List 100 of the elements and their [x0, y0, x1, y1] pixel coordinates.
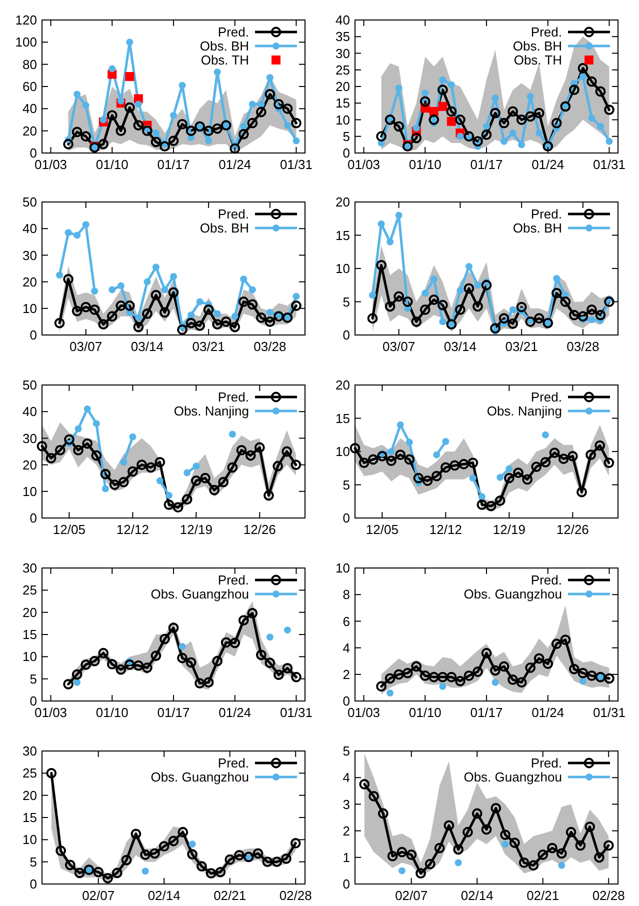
point: [264, 490, 274, 501]
y-tick-label: 30: [22, 560, 37, 576]
point: [553, 274, 560, 282]
point: [549, 448, 560, 458]
x-tick-label: 01/03: [347, 157, 380, 172]
point: [240, 276, 248, 283]
point: [133, 660, 144, 671]
point: [455, 114, 466, 125]
point: [516, 302, 527, 312]
point: [509, 130, 516, 137]
point: [439, 682, 446, 690]
point: [525, 111, 536, 122]
point: [450, 460, 460, 471]
point: [165, 492, 172, 499]
y-tick-label: 0: [30, 876, 37, 892]
y-tick-label: 15: [336, 228, 350, 243]
point: [194, 678, 205, 688]
point: [89, 304, 100, 315]
y-tick-label: 40: [336, 12, 350, 28]
legend-entry: Pred.: [530, 24, 610, 40]
point: [368, 791, 379, 802]
legend-label: Obs. TH: [514, 52, 562, 68]
point: [395, 450, 406, 460]
point: [411, 661, 422, 672]
point: [282, 103, 293, 114]
point: [439, 318, 446, 326]
legend-entry: Obs. Guangzhou: [464, 770, 610, 785]
point: [243, 852, 254, 862]
point: [112, 868, 122, 878]
legend-entry: Obs. Guangzhou: [150, 586, 297, 602]
point: [508, 106, 518, 117]
point: [292, 137, 300, 144]
y-tick-label: 10: [22, 832, 37, 848]
point: [245, 450, 256, 461]
point: [54, 444, 66, 456]
point: [152, 264, 160, 271]
point: [262, 856, 273, 868]
point: [350, 442, 360, 454]
point: [498, 118, 510, 128]
point: [186, 126, 196, 136]
point: [64, 229, 72, 236]
point: [106, 659, 118, 670]
point: [46, 452, 56, 464]
y-tick-label: 0: [30, 328, 37, 343]
legend-label: Pred.: [530, 572, 562, 588]
point: [578, 63, 588, 74]
point: [498, 313, 510, 324]
point: [247, 299, 258, 310]
y-tick-label: 0: [342, 328, 350, 343]
point: [230, 322, 240, 332]
point: [133, 120, 144, 130]
point: [448, 81, 455, 88]
point: [140, 850, 151, 860]
point: [118, 476, 129, 488]
point: [282, 662, 293, 674]
point: [266, 634, 274, 641]
legend-label: Obs. BH: [512, 38, 562, 54]
legend-label: Pred.: [218, 24, 249, 40]
point: [376, 681, 386, 692]
point: [428, 114, 440, 125]
legend-label: Pred.: [530, 24, 562, 40]
point: [428, 672, 440, 682]
point: [568, 664, 580, 674]
point: [422, 476, 433, 486]
point: [595, 310, 606, 320]
point: [266, 74, 274, 82]
y-tick-label: 0: [342, 694, 350, 709]
point: [72, 669, 82, 680]
point: [240, 122, 248, 130]
legend-entry: Obs. BH: [512, 220, 610, 236]
y-tick-label: 30: [22, 744, 37, 759]
point: [120, 458, 128, 466]
y-tick-label: 15: [22, 810, 37, 826]
point: [490, 108, 500, 118]
y-tick-label: 15: [22, 627, 37, 642]
point: [579, 678, 586, 685]
point: [412, 124, 420, 132]
point: [256, 312, 266, 323]
point: [456, 132, 464, 140]
x-tick-label: 02/21: [526, 888, 560, 903]
point: [558, 454, 569, 464]
point: [100, 468, 111, 480]
y-tick-label: 8: [342, 587, 350, 602]
point: [125, 72, 134, 82]
point: [63, 138, 74, 150]
y-tick-label: 5: [342, 744, 350, 759]
point: [190, 476, 202, 486]
point: [404, 454, 415, 465]
point: [54, 318, 65, 328]
point: [453, 844, 464, 855]
y-tick-label: 0: [342, 510, 350, 526]
point: [72, 126, 82, 138]
legend-entry: Pred.: [218, 390, 297, 405]
point: [152, 130, 160, 137]
y-tick-label: 0: [342, 146, 350, 161]
point: [494, 496, 506, 506]
point: [220, 316, 232, 327]
point: [386, 456, 396, 466]
legend-entry: Obs. TH: [200, 52, 280, 68]
point: [558, 862, 566, 869]
